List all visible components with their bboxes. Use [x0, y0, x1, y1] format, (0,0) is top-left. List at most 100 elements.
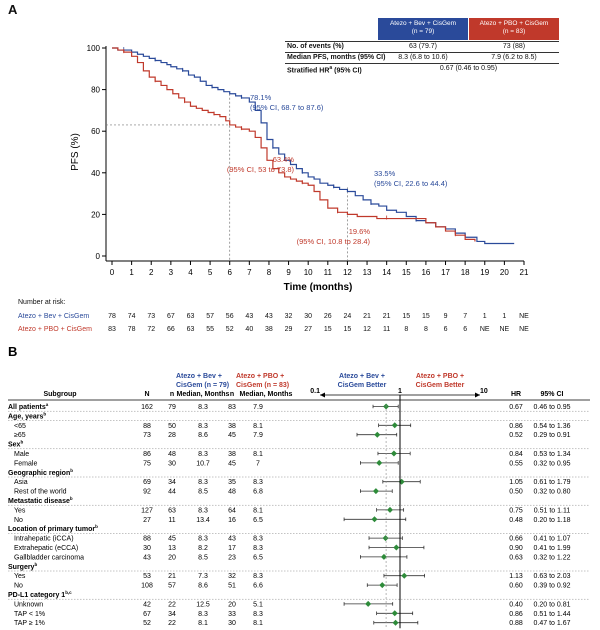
forest-row-label: No	[14, 583, 23, 590]
forest-cell-n2: 51	[228, 583, 236, 590]
risk-value: 72	[147, 326, 156, 333]
km-x-tick-label: 15	[402, 268, 411, 277]
forest-cell-n1: 13	[168, 545, 176, 552]
forest-cell-hr: 0.88	[509, 620, 523, 627]
risk-value: 9	[443, 313, 448, 320]
forest-row-label: <65	[14, 423, 26, 430]
forest-axis-arrow-right	[475, 392, 480, 398]
forest-cell-ci: 0.32 to 0.95	[534, 460, 571, 467]
risk-title: Number at risk:	[18, 299, 66, 306]
forest-cell-median1: 8.3	[198, 479, 208, 486]
risk-value: 8	[404, 326, 409, 333]
forest-cell-ci: 0.61 to 1.79	[534, 479, 571, 486]
forest-group2-header-2: CisGem (n = 83)	[236, 382, 289, 389]
forest-row-label: TAP < 1%	[14, 611, 45, 618]
forest-cell-n1: 30	[168, 460, 176, 467]
forest-axis-tick: 0.1	[310, 388, 320, 395]
forest-row-label: Rest of the world	[14, 489, 67, 496]
forest-cell-hr: 0.86	[509, 611, 523, 618]
forest-cell-median1: 8.3	[198, 404, 208, 411]
km-x-tick-label: 1	[129, 268, 134, 277]
risk-value: NE	[479, 326, 490, 333]
forest-cell-median1: 8.5	[198, 489, 208, 496]
km-x-tick-label: 12	[343, 268, 352, 277]
forest-cell-N: 43	[143, 554, 151, 561]
risk-value: 11	[383, 326, 391, 333]
forest-cell-hr: 0.40	[509, 601, 523, 608]
legend-rule	[285, 52, 559, 53]
forest-cell-median1: 7.3	[198, 573, 208, 580]
legend-rule	[285, 41, 559, 42]
legend-group2-name: Atezo + PBO + CisGem	[479, 20, 549, 27]
forest-row-label: Yes	[14, 573, 26, 580]
forest-cell-ci: 0.41 to 1.07	[534, 536, 571, 543]
legend-median-label: Median PFS, months (95% CI)	[287, 54, 386, 61]
forest-cell-ci: 0.51 to 1.44	[534, 611, 571, 618]
km-y-tick-label: 60	[91, 127, 100, 136]
km-x-tick-label: 5	[208, 268, 213, 277]
forest-cell-median2: 8.3	[253, 479, 263, 486]
forest-row-label: Unknown	[14, 601, 43, 608]
forest-cell-n2: 45	[228, 432, 236, 439]
forest-cell-median2: 6.5	[253, 554, 263, 561]
legend-hr-suffix: (95% CI)	[332, 67, 362, 75]
forest-row-sup: b	[43, 411, 46, 416]
forest-cell-median1: 12.5	[196, 601, 210, 608]
forest-cell-median2: 8.3	[253, 536, 263, 543]
forest-row-sup: b	[70, 468, 73, 473]
forest-cell-hr: 0.50	[509, 489, 523, 496]
risk-value: 67	[166, 313, 175, 320]
forest-col-ci: 95% CI	[541, 391, 564, 398]
forest-row-sup: a	[46, 402, 49, 407]
forest-cell-N: 69	[143, 479, 151, 486]
legend-median-g2: 7.9 (6.2 to 8.5)	[491, 54, 537, 61]
forest-cell-median2: 7.9	[253, 432, 263, 439]
risk-value: 38	[265, 326, 273, 333]
forest-point	[379, 582, 386, 589]
forest-col-n1: n	[170, 391, 174, 398]
forest-cell-n1: 22	[168, 601, 176, 608]
risk-value: 27	[304, 326, 313, 333]
forest-row-sup: b	[70, 496, 73, 501]
legend-group1-name: Atezo + Bev + CisGem	[389, 20, 457, 27]
forest-group1-header-2: CisGem (n = 79)	[176, 382, 229, 389]
forest-row-label: Geographic regionb	[8, 468, 73, 477]
forest-row-sup: b	[20, 440, 23, 445]
risk-value: 15	[323, 326, 332, 333]
forest-cell-median2: 5.1	[253, 601, 263, 608]
km-annotation-value: 63.4%	[273, 155, 295, 164]
risk-row-label-g1: Atezo + Bev + CisGem	[18, 313, 90, 320]
risk-value: 43	[245, 313, 254, 320]
forest-axis-tick: 1	[398, 388, 402, 395]
forest-point	[390, 450, 397, 457]
forest-row-label: PD-L1 category 1b,c	[8, 590, 72, 599]
forest-cell-median2: 8.1	[253, 507, 263, 514]
forest-right-favour-1: Atezo + PBO +	[416, 373, 464, 380]
legend-events-label: No. of events (%)	[287, 43, 344, 50]
risk-value: 55	[206, 326, 214, 333]
forest-cell-n1: 50	[168, 423, 176, 430]
forest-cell-n2: 43	[228, 536, 236, 543]
forest-cell-n2: 48	[228, 489, 236, 496]
forest-cell-median2: 8.3	[253, 573, 263, 580]
risk-value: 57	[206, 313, 214, 320]
risk-value: 15	[402, 313, 411, 320]
forest-row-label: Yes	[14, 507, 26, 514]
km-annotation-ci: (95% CI, 53 to 73.8)	[227, 165, 295, 174]
risk-value: 40	[245, 326, 254, 333]
forest-cell-N: 88	[143, 423, 151, 430]
forest-cell-n2: 83	[228, 404, 236, 411]
km-annotation-ci: (95% CI, 68.7 to 87.6)	[250, 103, 324, 112]
forest-cell-ci: 0.46 to 0.95	[534, 404, 571, 411]
forest-cell-median2: 7	[256, 460, 260, 467]
km-annotation-ci: (95% CI, 22.6 to 44.4)	[374, 179, 448, 188]
km-y-label: PFS (%)	[70, 133, 81, 171]
forest-cell-hr: 0.86	[509, 423, 523, 430]
km-annotation-value: 78.1%	[250, 93, 272, 102]
forest-cell-hr: 0.60	[509, 583, 523, 590]
forest-row-label: Intrahepatic (iCCA)	[14, 536, 74, 543]
risk-value: 8	[423, 326, 428, 333]
forest-point	[372, 488, 379, 495]
forest-cell-ci: 0.54 to 1.36	[534, 423, 571, 430]
risk-value: NE	[519, 313, 529, 320]
